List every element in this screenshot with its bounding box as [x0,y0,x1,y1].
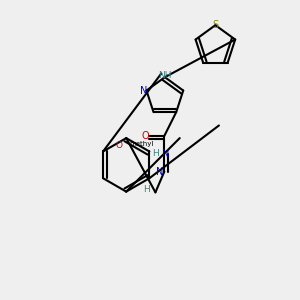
Text: O: O [141,131,149,141]
Text: H: H [152,149,159,158]
Text: N: N [156,167,164,177]
Text: NH: NH [158,71,172,80]
Text: S: S [212,20,218,30]
Text: N: N [162,149,169,159]
Text: methyl: methyl [130,140,154,146]
Text: O: O [116,141,123,150]
Text: H: H [143,185,150,194]
Text: N: N [140,85,147,95]
